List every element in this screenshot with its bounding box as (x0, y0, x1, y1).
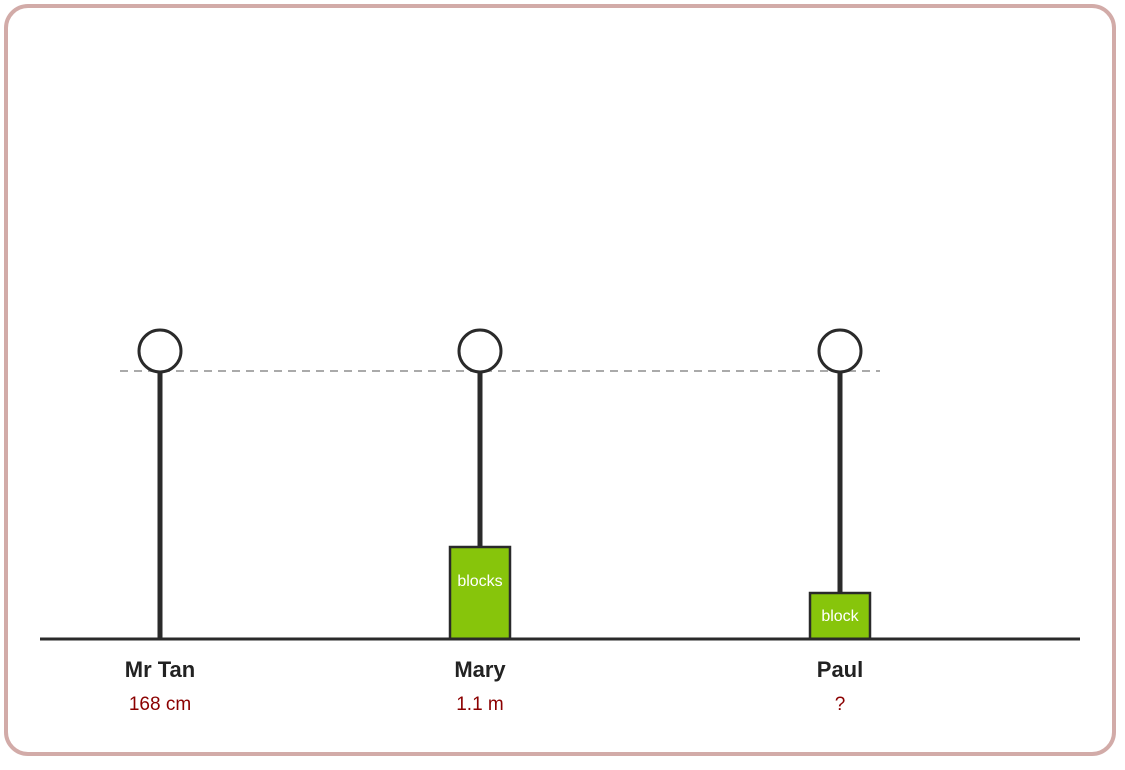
frame (4, 4, 1116, 756)
person-name: Mr Tan (125, 657, 195, 682)
head (137, 328, 183, 374)
block (808, 591, 872, 641)
block (448, 545, 512, 641)
person-name: Paul (817, 657, 863, 682)
head (457, 328, 503, 374)
head (817, 328, 863, 374)
person-height: 1.1 m (456, 694, 504, 715)
person-height: ? (835, 694, 846, 715)
person-name: Mary (454, 657, 506, 682)
person-height: 168 cm (129, 694, 191, 715)
block-label: blocks (457, 573, 502, 590)
block-label: block (821, 608, 859, 625)
